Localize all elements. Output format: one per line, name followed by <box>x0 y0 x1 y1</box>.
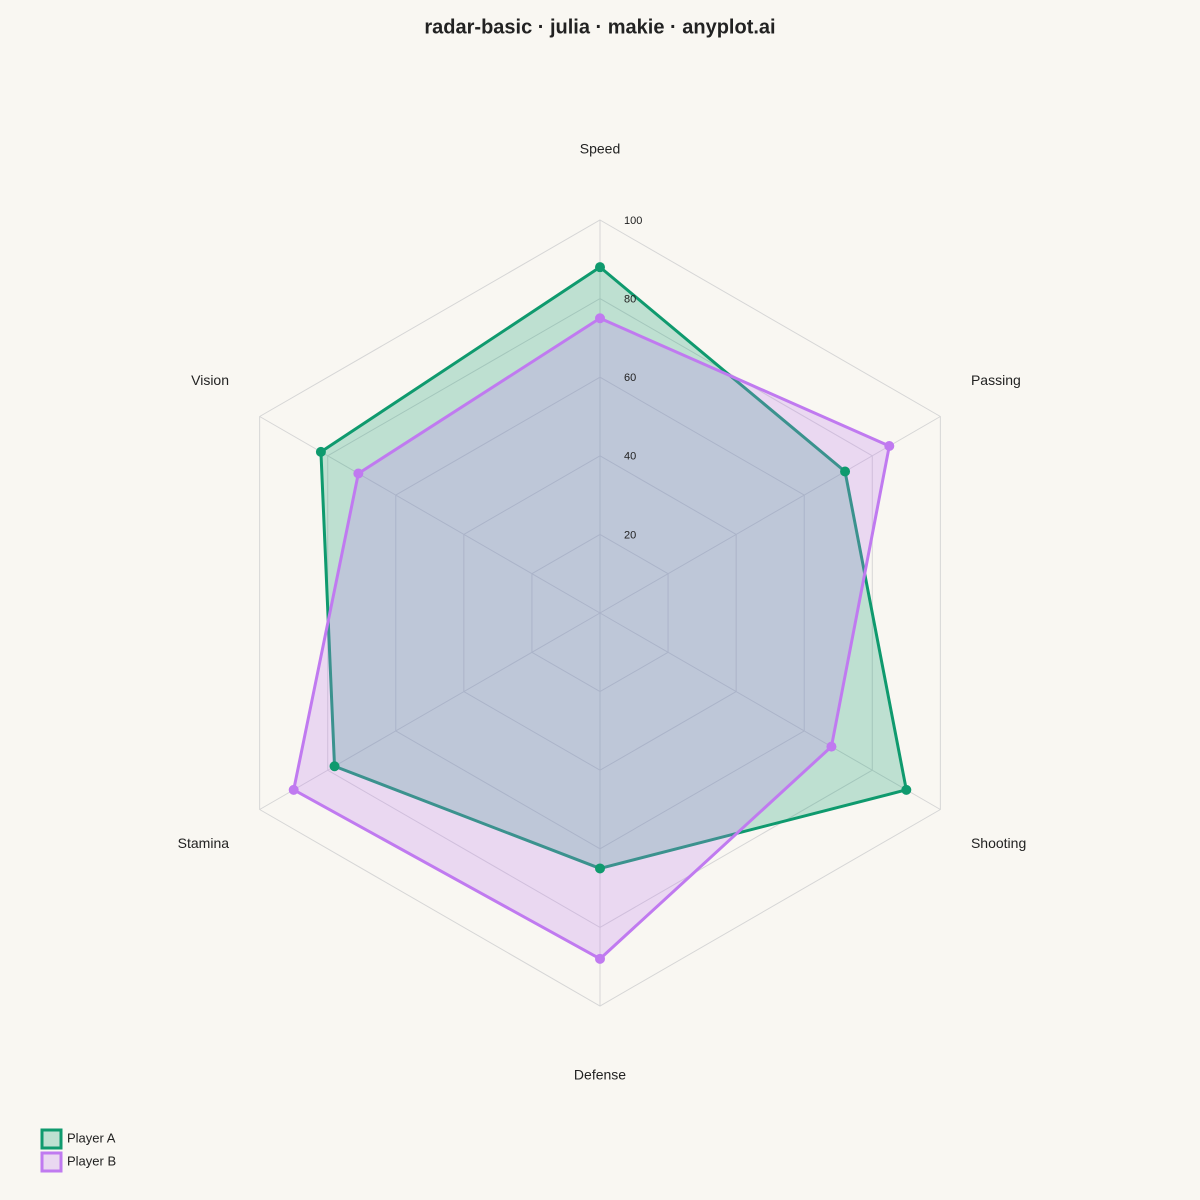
data-point <box>884 440 895 451</box>
r-tick-label: 40 <box>624 451 636 463</box>
category-label: Speed <box>580 141 620 157</box>
data-point <box>353 468 364 479</box>
data-point <box>901 784 912 795</box>
r-tick-label: 20 <box>624 529 636 541</box>
axis-spoke <box>599 612 941 810</box>
legend-swatch <box>40 1151 63 1173</box>
data-point <box>840 466 851 477</box>
legend-label: Player B <box>67 1153 116 1168</box>
r-tick-label: 100 <box>624 215 642 227</box>
r-tick-label: 60 <box>624 372 636 384</box>
axis-spoke <box>259 612 601 810</box>
data-point <box>315 446 326 457</box>
data-point <box>826 741 837 752</box>
axis-spoke <box>599 416 941 614</box>
data-point <box>595 953 605 964</box>
axis-spoke <box>259 416 601 614</box>
r-tick-label: 80 <box>624 294 636 306</box>
data-point <box>329 761 340 772</box>
category-label: Stamina <box>178 835 230 851</box>
category-label: Defense <box>574 1067 626 1083</box>
category-label: Shooting <box>971 835 1026 851</box>
category-label: Passing <box>971 372 1021 388</box>
legend-label: Player A <box>67 1130 116 1145</box>
legend-swatch <box>40 1128 63 1150</box>
category-label: Vision <box>191 372 229 388</box>
data-point <box>595 313 605 324</box>
chart-title: radar-basic · julia · makie · anyplot.ai <box>424 16 775 38</box>
data-point <box>595 262 605 273</box>
data-point <box>288 784 299 795</box>
data-point <box>595 863 605 874</box>
